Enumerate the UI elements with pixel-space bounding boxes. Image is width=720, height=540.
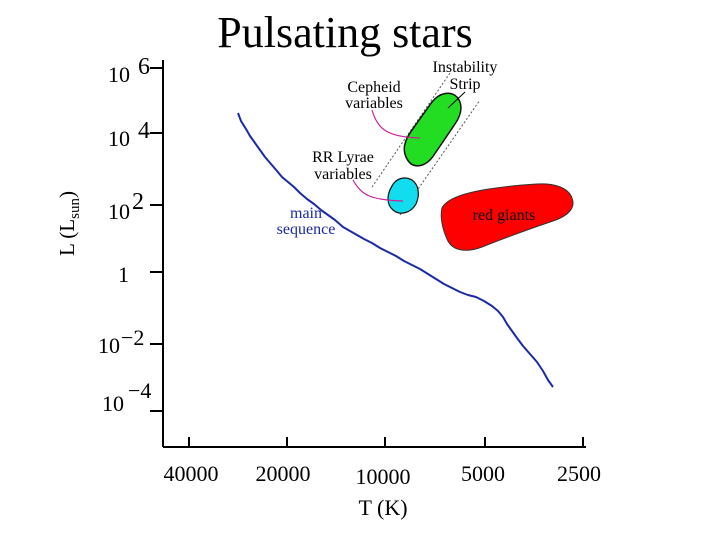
main-sequence-label: sequence xyxy=(277,221,336,238)
x-tick-label: 2500 xyxy=(557,461,601,486)
axes xyxy=(150,60,586,448)
diagram-title: Pulsating stars xyxy=(217,8,472,57)
region-labels: Instability Strip Cepheid variables RR L… xyxy=(277,59,536,238)
y-axis-title-subscript: sun xyxy=(67,198,83,219)
x-tick-label: 10000 xyxy=(356,464,411,489)
x-tick-label: 5000 xyxy=(461,461,505,486)
instability-strip-band xyxy=(371,72,481,216)
x-tick-label: 20000 xyxy=(256,461,311,486)
main-sequence-line xyxy=(237,112,554,388)
rr-lyrae-pointer-line xyxy=(352,179,404,202)
y-tick-label-exponent: −4 xyxy=(128,378,151,403)
y-tick-label-base: 1 xyxy=(118,262,129,287)
x-axis-title: T (K) xyxy=(358,495,407,520)
rr-lyrae-label: RR Lyrae xyxy=(312,149,374,166)
y-tick-label-exponent: −2 xyxy=(121,325,144,350)
red-giants-label: red giants xyxy=(473,207,536,224)
instability-strip-pointer-line xyxy=(447,91,466,109)
main-sequence-label: main xyxy=(290,205,322,222)
y-tick-label-exponent: 6 xyxy=(138,54,150,80)
instability-strip-label: Strip xyxy=(449,76,480,93)
cepheid-region xyxy=(403,92,462,167)
y-tick-label-base: 10 xyxy=(108,126,130,151)
y-axis-title: L (Lsun) xyxy=(55,191,83,256)
y-tick-label-base: 10 xyxy=(102,391,124,416)
y-axis-title-close: ) xyxy=(55,191,79,198)
x-tick-label: 40000 xyxy=(164,461,219,486)
y-tick-label-exponent: 2 xyxy=(132,189,144,215)
rr-lyrae-label: variables xyxy=(314,166,372,183)
y-tick-labels: 10 6 10 4 10 2 1 10 −2 10 −4 xyxy=(98,54,151,416)
y-axis-title-main: L (L xyxy=(55,219,79,256)
y-tick-label-exponent: 4 xyxy=(138,118,150,144)
instability-strip-label: Instability xyxy=(433,59,498,76)
x-tick-labels: 40000 20000 10000 5000 2500 xyxy=(164,461,602,489)
cepheid-pointer-line xyxy=(371,109,421,139)
cepheid-label: variables xyxy=(345,95,403,112)
red-giants-region xyxy=(440,183,574,251)
y-tick-label-base: 10 xyxy=(98,333,120,358)
rr-lyrae-region xyxy=(387,177,419,214)
svg-text:L (Lsun): L (Lsun) xyxy=(55,191,83,256)
y-tick-label-base: 10 xyxy=(108,62,130,87)
y-tick-label-base: 10 xyxy=(108,199,130,224)
cepheid-label: Cepheid xyxy=(347,79,400,96)
